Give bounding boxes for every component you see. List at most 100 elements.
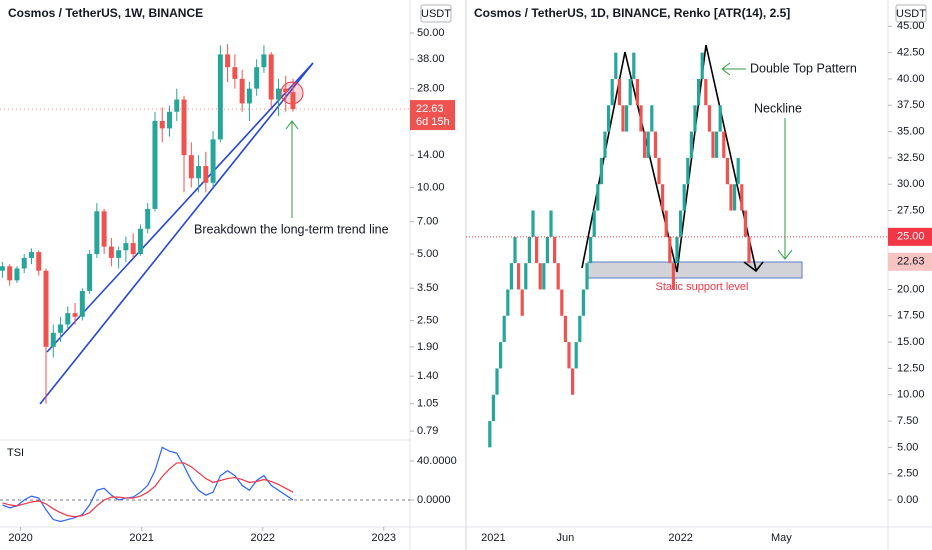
y-tick-label: 14.00 — [417, 149, 445, 161]
renko-brick — [517, 263, 521, 290]
countdown: 6d 15h — [416, 116, 450, 128]
y-tick-label: 1.40 — [417, 370, 438, 382]
candle-body — [203, 166, 209, 183]
y-tick-label: 1.90 — [417, 341, 438, 353]
y-tick-label: 20.00 — [897, 283, 925, 295]
candle-body — [87, 253, 93, 292]
renko-brick — [578, 315, 582, 343]
renko-brick — [682, 184, 686, 211]
renko-brick — [502, 315, 506, 343]
renko-brick — [506, 289, 510, 316]
renko-brick — [635, 78, 639, 106]
renko-brick — [657, 157, 661, 185]
support-box — [587, 261, 803, 279]
price-label-box — [410, 100, 455, 131]
y-tick-label: 12.50 — [897, 362, 925, 374]
candle-body — [79, 291, 85, 317]
candle-body — [123, 243, 129, 251]
y-tick-label: 2.50 — [897, 468, 918, 480]
candle-body — [137, 228, 143, 254]
renko-brick — [520, 289, 524, 316]
y-tick-label: 32.50 — [897, 152, 925, 164]
x-tick-label: 2021 — [129, 532, 153, 544]
chart-title: Cosmos / TetherUS, 1D, BINANCE, Renko [A… — [474, 6, 790, 20]
renko-brick — [733, 184, 737, 211]
renko-brick — [549, 210, 553, 237]
candle-body — [43, 270, 49, 347]
renko-brick — [545, 236, 549, 264]
candle-body — [116, 250, 122, 258]
currency: USDT — [421, 8, 451, 20]
y-tick-label: 17.50 — [897, 310, 925, 322]
annotation: Double Top Pattern — [750, 61, 857, 75]
candle-body — [145, 208, 151, 229]
renko-brick — [722, 131, 726, 158]
candle-body — [94, 211, 100, 254]
candle-body — [225, 54, 231, 68]
renko-brick — [707, 105, 711, 132]
renko-brick — [632, 52, 636, 79]
y-tick-label: 10.00 — [897, 389, 925, 401]
renko-brick — [628, 78, 632, 106]
renko-brick — [527, 236, 531, 264]
y-tick-label: 50.00 — [417, 27, 445, 39]
trend-line — [39, 62, 314, 405]
renko-brick — [704, 78, 708, 106]
x-tick-label: Jun — [557, 532, 575, 544]
candle-body — [0, 266, 5, 271]
y-tick-label: 3.50 — [417, 282, 438, 294]
renko-brick — [646, 131, 650, 158]
x-tick-label: May — [771, 532, 792, 544]
candle-body — [217, 54, 223, 140]
renko-brick — [599, 157, 603, 185]
currency: USDT — [896, 8, 926, 20]
renko-brick — [538, 263, 542, 290]
currency-box — [420, 4, 452, 23]
double-top-line — [581, 44, 757, 273]
candle-body — [246, 88, 252, 104]
renko-brick — [509, 263, 513, 290]
y-tick-label: 35.00 — [897, 125, 925, 137]
renko-brick — [603, 131, 607, 158]
renko-brick — [610, 78, 614, 106]
x-tick-label: 2021 — [481, 532, 505, 544]
y-tick-label: 0.00 — [897, 494, 918, 506]
indicator-line — [2, 446, 294, 523]
renko-brick — [693, 105, 697, 132]
currency-box — [895, 4, 927, 23]
y-tick-label: 2.50 — [417, 314, 438, 326]
price-label: 22.63 — [897, 256, 925, 268]
renko-brick — [617, 78, 621, 106]
x-tick-label: 2023 — [372, 532, 396, 544]
renko-brick — [556, 263, 560, 290]
renko-brick — [729, 184, 733, 211]
price-label: 25.00 — [897, 231, 925, 243]
renko-brick — [686, 157, 690, 185]
renko-brick — [574, 342, 578, 369]
price-label-box — [888, 227, 932, 246]
y-tick-label: 42.50 — [897, 47, 925, 59]
x-tick-label: 2022 — [250, 532, 274, 544]
renko-brick — [736, 157, 740, 185]
y-tick-label: 40.00 — [897, 73, 925, 85]
candle-body — [261, 54, 267, 68]
annotation: Breakdown the long-term trend line — [194, 222, 389, 236]
arrow-head — [285, 120, 299, 130]
renko-brick — [715, 131, 719, 158]
renko-brick — [581, 289, 585, 316]
renko-brick — [740, 184, 744, 211]
renko-brick — [697, 78, 701, 106]
candle-body — [290, 92, 296, 110]
renko-brick — [499, 342, 503, 369]
renko-brick — [653, 131, 657, 158]
y-tick-label: 27.50 — [897, 204, 925, 216]
renko-brick — [585, 263, 589, 290]
renko-brick — [725, 157, 729, 185]
y-tick-label: 37.50 — [897, 99, 925, 111]
y-tick-label: 5.00 — [897, 441, 918, 453]
candle-body — [28, 252, 34, 258]
candle-body — [275, 88, 281, 100]
renko-brick — [668, 236, 672, 264]
renko-brick — [535, 236, 539, 264]
renko-brick — [596, 184, 600, 211]
